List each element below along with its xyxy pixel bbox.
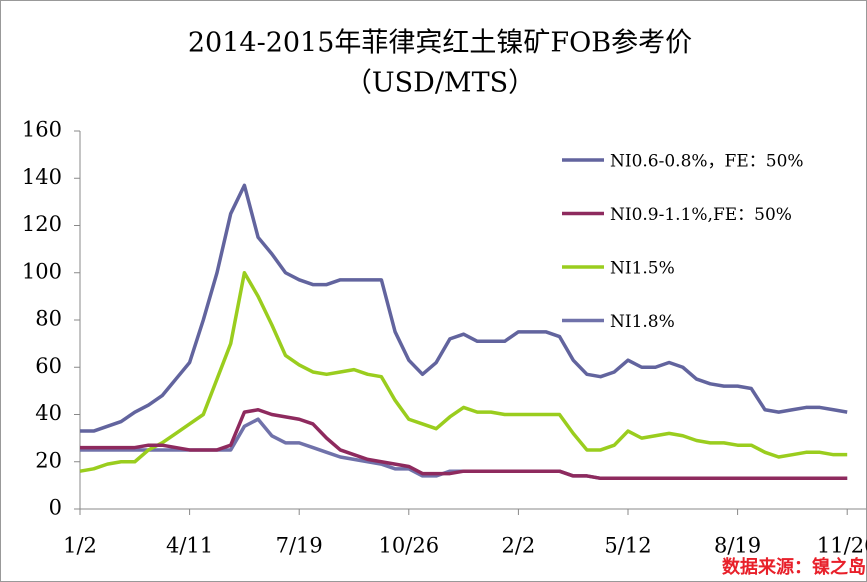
y-tick-label: 120 [22,212,62,236]
y-tick-label: 60 [35,354,62,378]
source-note: 数据来源：镍之岛 [722,556,866,578]
chart-title: 2014-2015年菲律宾红土镍矿FOB参考价 [188,28,692,59]
x-tick-label: 11/26 [817,534,867,558]
legend-label: NI1.5% [610,259,675,279]
x-tick-label: 2/2 [502,534,536,558]
series-line [80,183,848,433]
x-tick-label: 10/26 [379,534,440,558]
series-line [80,408,848,481]
y-tick-label: 160 [22,118,62,142]
chart-subtitle: （USD/MTS） [345,68,535,99]
x-tick-label: 8/19 [714,534,761,558]
y-tick-label: 40 [35,401,62,425]
x-tick-label: 4/11 [166,534,213,558]
x-tick-label: 5/12 [604,534,651,558]
y-tick-label: 80 [35,307,62,331]
y-tick-label: 20 [35,448,62,472]
legend-label: NI0.9-1.1%,FE：50% [610,205,792,225]
legend-label: NI1.8% [610,312,675,332]
y-tick-label: 0 [49,496,62,520]
series-line [79,271,848,473]
legend-label: NI0.6-0.8%，FE：50% [610,152,804,172]
y-tick-label: 140 [22,165,62,189]
y-tick-label: 100 [22,259,62,283]
x-tick-label: 7/19 [276,534,323,558]
x-tick-label: 1/2 [63,534,97,558]
